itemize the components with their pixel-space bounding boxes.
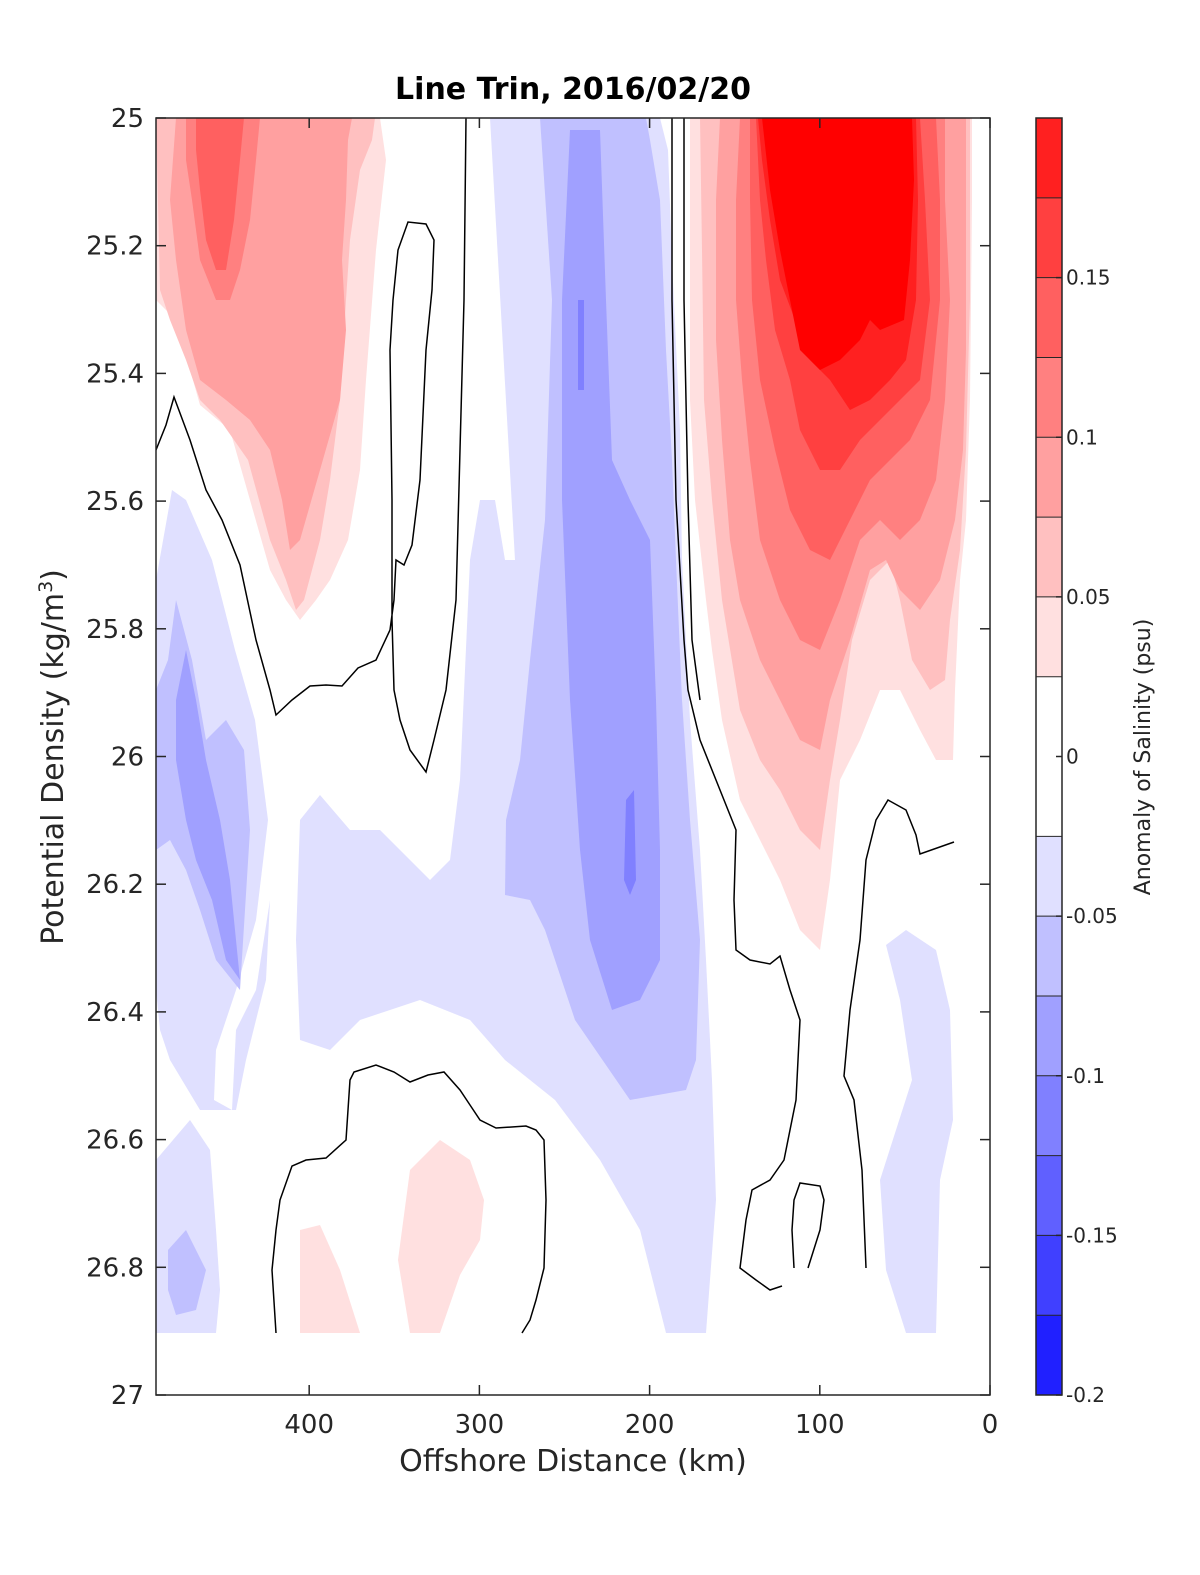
contour-fill-positive-3 [300, 1225, 360, 1333]
y-tick-label: 25.8 [86, 615, 144, 645]
colorbar-band [1036, 836, 1062, 917]
colorbar-band [1036, 1155, 1062, 1236]
contour-fill-positive-11 [196, 118, 244, 270]
contour-fill-positive-15 [762, 118, 914, 370]
contour-fill-negative-12 [624, 790, 636, 895]
zero-contour-4 [683, 118, 701, 701]
contour-fill-negative-10 [176, 650, 240, 980]
y-tick-label: 26 [111, 743, 144, 773]
contour-fill-layer [156, 118, 972, 1333]
colorbar-tick-label: -0.15 [1066, 1223, 1118, 1247]
colorbar-tick-label: 0 [1066, 745, 1079, 769]
contour-fill-negative-9 [562, 130, 660, 1010]
y-axis: 25 25.2 25.4 25.6 25.8 26 26.2 26.4 26.6 26.8 27 [86, 104, 990, 1411]
y-tick-label: 26.8 [86, 1253, 144, 1283]
y-tick-label: 27 [111, 1381, 144, 1411]
x-tick-label: 100 [795, 1410, 845, 1440]
contour-fill-negative-11 [578, 300, 584, 390]
colorbar-tick-label: 0.15 [1066, 266, 1111, 290]
y-axis-label: Potential Density (kg/m3) [35, 569, 71, 945]
colorbar-band [1036, 517, 1062, 597]
colorbar-band [1036, 596, 1062, 677]
colorbar: -0.2 -0.15 -0.1 -0.05 0 0.05 0.1 0.15 [1035, 117, 1118, 1407]
colorbar-tick-label: -0.2 [1066, 1383, 1105, 1407]
x-tick-label: 300 [455, 1410, 505, 1440]
x-axis: 400 300 200 100 0 [284, 118, 998, 1440]
colorbar-band [1036, 118, 1062, 198]
y-tick-label: 25.6 [86, 487, 144, 517]
colorbar-band [1036, 1075, 1062, 1156]
x-tick-label: 400 [284, 1410, 334, 1440]
zero-contour-7 [271, 1064, 547, 1334]
x-tick-label: 200 [625, 1410, 675, 1440]
y-tick-label: 26.6 [86, 1126, 144, 1156]
colorbar-tick-label: -0.1 [1066, 1064, 1105, 1088]
colorbar-band [1036, 916, 1062, 996]
zero-contour-3 [671, 118, 801, 1291]
chart-title: Line Trin, 2016/02/20 [395, 72, 751, 107]
y-tick-label: 26.4 [86, 998, 144, 1028]
contour-fill-negative-4 [880, 930, 953, 1333]
colorbar-label: Anomaly of Salinity (psu) [1131, 618, 1156, 896]
contour-fill-negative-8 [168, 1230, 206, 1315]
colorbar-tick-label: 0.05 [1066, 585, 1111, 609]
zero-contour-1 [156, 394, 391, 717]
y-tick-label: 25 [111, 104, 144, 134]
colorbar-band [1036, 1235, 1062, 1316]
colorbar-tick-label: -0.05 [1066, 904, 1118, 928]
colorbar-band [1036, 995, 1062, 1076]
colorbar-band [1036, 197, 1062, 278]
x-axis-label: Offshore Distance (km) [399, 1444, 747, 1479]
colorbar-tick-label: 0.1 [1066, 425, 1098, 449]
y-tick-label: 26.2 [86, 870, 144, 900]
contour-fill-negative-5 [156, 890, 196, 914]
zero-contour-5 [843, 798, 955, 1269]
colorbar-band [1036, 277, 1062, 358]
zero-contour-6 [791, 1182, 825, 1269]
colorbar-band [1036, 437, 1062, 518]
colorbar-band [1036, 357, 1062, 438]
y-tick-label: 25.2 [86, 232, 144, 262]
y-tick-label: 25.4 [86, 359, 144, 389]
contour-fill-positive-4 [398, 1140, 484, 1333]
colorbar-band [1036, 1315, 1062, 1395]
zero-contour-layer [156, 118, 955, 1334]
zero-contour-2 [389, 118, 467, 774]
x-tick-label: 0 [982, 1410, 999, 1440]
